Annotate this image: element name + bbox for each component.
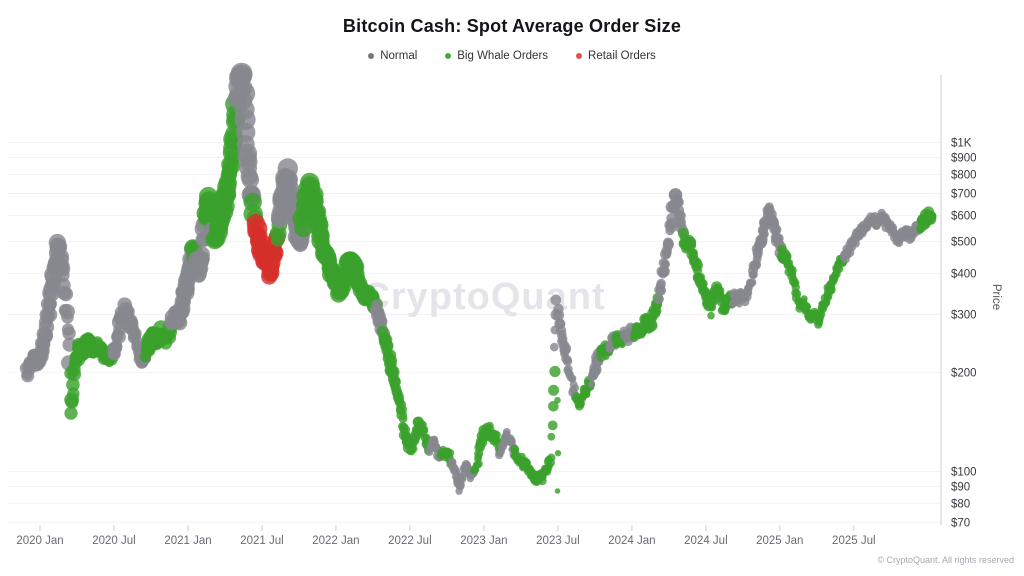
scatter-point[interactable]: [420, 425, 429, 434]
y-tick-label: $800: [951, 169, 977, 181]
y-tick-label: $500: [951, 237, 977, 249]
legend-item-big-whale-orders[interactable]: Big Whale Orders: [445, 50, 548, 62]
y-tick-label: $600: [951, 211, 977, 223]
y-tick-label: $1K: [951, 138, 972, 150]
scatter-point[interactable]: [707, 311, 715, 320]
scatter-point[interactable]: [547, 458, 555, 467]
y-axis-title: Price: [990, 284, 1002, 310]
scatter-point[interactable]: [492, 430, 501, 440]
scatter-point[interactable]: [562, 356, 573, 366]
scatter-point[interactable]: [658, 265, 670, 278]
x-tick-label: 2020 Jan: [16, 535, 63, 547]
legend-marker-big-whale-icon: [445, 53, 452, 59]
x-tick-label: 2024 Jul: [684, 535, 727, 547]
scatter-point[interactable]: [772, 225, 782, 235]
x-tick-label: 2020 Jul: [92, 535, 135, 547]
scatter-point[interactable]: [673, 197, 684, 208]
scatter-point[interactable]: [547, 432, 556, 441]
scatter-point[interactable]: [823, 293, 832, 302]
scatter-point[interactable]: [802, 302, 812, 312]
x-tick-label: 2022 Jul: [388, 535, 431, 547]
scatter-point[interactable]: [749, 270, 758, 279]
scatter-point[interactable]: [554, 488, 561, 494]
legend-label-big-whale: Big Whale Orders: [457, 50, 549, 62]
y-tick-label: $90: [951, 481, 970, 493]
y-tick-label: $200: [951, 367, 977, 379]
scatter-point[interactable]: [548, 384, 560, 396]
x-tick-label: 2021 Jul: [240, 535, 283, 547]
watermark: CryptoQuant: [362, 276, 605, 318]
scatter-point[interactable]: [661, 260, 670, 269]
x-tick-label: 2023 Jul: [536, 535, 579, 547]
x-tick-label: 2021 Jan: [164, 535, 211, 547]
scatter-point[interactable]: [571, 384, 580, 392]
x-tick-label: 2022 Jan: [312, 535, 359, 547]
y-tick-label: $900: [951, 153, 977, 165]
scatter-point[interactable]: [925, 210, 937, 222]
scatter-point[interactable]: [548, 401, 559, 412]
scatter-point[interactable]: [656, 278, 666, 288]
scatter-point[interactable]: [485, 421, 494, 431]
x-tick-label: 2025 Jan: [756, 535, 803, 547]
scatter-point[interactable]: [43, 299, 57, 312]
legend-item-normal[interactable]: Normal: [368, 50, 417, 62]
legend: Normal Big Whale Orders Retail Orders: [0, 50, 1024, 62]
x-tick-label: 2023 Jan: [460, 535, 507, 547]
scatter-point[interactable]: [554, 396, 561, 404]
scatter-point[interactable]: [547, 420, 558, 431]
legend-item-retail-orders[interactable]: Retail Orders: [576, 50, 656, 62]
legend-marker-normal-icon: [368, 53, 375, 59]
scatter-point[interactable]: [554, 450, 562, 457]
scatter-point[interactable]: [62, 326, 76, 340]
chart-title: Bitcoin Cash: Spot Average Order Size: [342, 16, 682, 36]
scatter-point[interactable]: [663, 237, 674, 248]
scatter-point[interactable]: [685, 238, 696, 250]
scatter-point[interactable]: [758, 229, 769, 240]
scatter-point[interactable]: [653, 294, 664, 305]
legend-label-normal: Normal: [380, 50, 418, 62]
y-tick-label: $400: [951, 268, 977, 280]
y-tick-label: $70: [951, 517, 970, 529]
scatter-point[interactable]: [662, 248, 672, 258]
scatter-point[interactable]: [748, 278, 757, 287]
scatter-point[interactable]: [577, 400, 585, 409]
scatter-point[interactable]: [58, 286, 74, 302]
scatter-point[interactable]: [66, 377, 80, 392]
scatter-point[interactable]: [744, 288, 753, 297]
scatter-point[interactable]: [474, 459, 483, 469]
scatter-point[interactable]: [61, 311, 74, 324]
y-tick-label: $300: [951, 309, 977, 321]
scatter-point[interactable]: [241, 171, 260, 189]
scatter-point[interactable]: [550, 342, 559, 352]
x-tick-label: 2024 Jan: [608, 535, 655, 547]
scatter-point[interactable]: [588, 380, 595, 388]
legend-label-retail: Retail Orders: [588, 50, 656, 62]
scatter-point[interactable]: [64, 406, 78, 420]
y-tick-label: $80: [951, 498, 970, 510]
scatter-point[interactable]: [398, 414, 408, 423]
x-tick-label: 2025 Jul: [832, 535, 875, 547]
copyright-notice: © CryptoQuant. All rights reserved: [877, 555, 1014, 565]
y-tick-label: $700: [951, 189, 977, 201]
y-tick-label: $100: [951, 466, 977, 478]
scatter-point[interactable]: [549, 365, 561, 378]
legend-marker-retail-icon: [576, 53, 583, 59]
scatter-point[interactable]: [550, 294, 562, 306]
scatter-point[interactable]: [194, 246, 210, 262]
scatter-point[interactable]: [555, 325, 567, 336]
scatter-point[interactable]: [553, 309, 565, 321]
